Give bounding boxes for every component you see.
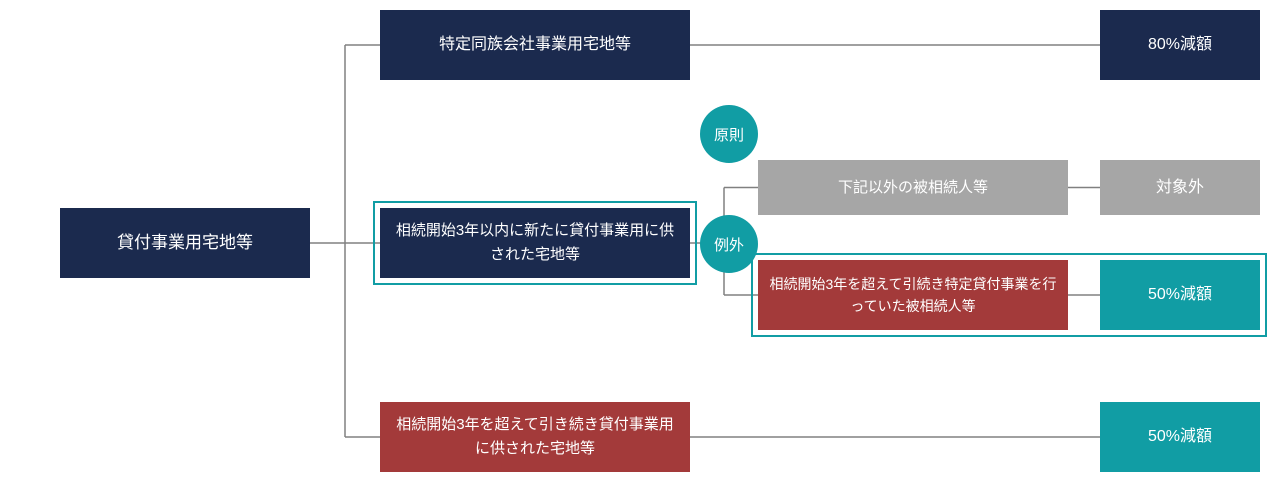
node-c2: 相続開始3年を超えて引続き特定貸付事業を行っていた被相続人等 xyxy=(758,260,1068,330)
node-b2: 相続開始3年以内に新たに貸付事業用に供された宅地等 xyxy=(380,208,690,278)
node-r1: 80%減額 xyxy=(1100,10,1260,80)
node-r4: 50%減額 xyxy=(1100,402,1260,472)
node-b1: 特定同族会社事業用宅地等 xyxy=(380,10,690,80)
node-r3: 50%減額 xyxy=(1100,260,1260,330)
node-b3: 相続開始3年を超えて引き続き貸付事業用に供された宅地等 xyxy=(380,402,690,472)
node-r2: 対象外 xyxy=(1100,160,1260,215)
node-root: 貸付事業用宅地等 xyxy=(60,208,310,278)
node-c1: 下記以外の被相続人等 xyxy=(758,160,1068,215)
badge-principle: 原則 xyxy=(700,105,758,163)
badge-exception: 例外 xyxy=(700,215,758,273)
